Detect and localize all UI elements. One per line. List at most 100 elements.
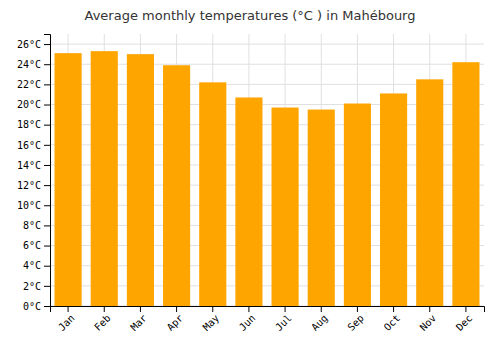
- tick: 26°C: [17, 39, 50, 50]
- tick-mark: [285, 306, 286, 312]
- tick-label: Aug: [309, 312, 330, 333]
- bar: [127, 54, 154, 306]
- tick-mark: [44, 246, 50, 247]
- bar: [380, 93, 407, 306]
- tick: Jan: [56, 306, 77, 333]
- tick: 16°C: [17, 140, 50, 151]
- bar: [199, 82, 226, 306]
- tick: 18°C: [17, 119, 50, 130]
- tick: Oct: [382, 306, 403, 333]
- tick: 22°C: [17, 79, 50, 90]
- grid: [50, 34, 484, 306]
- tick: 8°C: [23, 220, 50, 231]
- tick-label: Oct: [382, 312, 403, 333]
- tick: 20°C: [17, 99, 50, 110]
- tick: 0°C: [23, 301, 50, 312]
- tick: Nov: [418, 306, 439, 333]
- tick: 2°C: [23, 281, 50, 292]
- tick: Feb: [92, 306, 113, 333]
- tick-label: 26°C: [17, 39, 41, 50]
- tick-label: Jul: [273, 312, 294, 333]
- bars: [55, 51, 480, 306]
- tick-label: May: [201, 312, 222, 333]
- tick-mark: [176, 306, 177, 312]
- tick-mark: [44, 44, 50, 45]
- chart: Average monthly temperatures (°C ) in Ma…: [0, 0, 500, 350]
- title: Average monthly temperatures (°C ) in Ma…: [85, 8, 416, 23]
- bar: [163, 65, 190, 306]
- tick-mark: [44, 64, 50, 65]
- axis-line: [51, 307, 485, 313]
- bar: [235, 97, 262, 306]
- tick: 24°C: [17, 59, 50, 70]
- tick-label: 8°C: [23, 220, 41, 231]
- grid-line: [50, 44, 484, 45]
- bar: [272, 108, 299, 306]
- bar: [344, 104, 371, 306]
- bar: [416, 79, 443, 306]
- tick-label: 6°C: [23, 240, 41, 251]
- bar: [55, 53, 82, 306]
- tick-mark: [44, 165, 50, 166]
- tick: 4°C: [23, 260, 50, 271]
- tick-label: Feb: [92, 312, 113, 333]
- tick: 6°C: [23, 240, 50, 251]
- tick-label: Jan: [56, 312, 77, 333]
- tick-label: Apr: [165, 312, 186, 333]
- tick-mark: [393, 306, 394, 312]
- tick-mark: [357, 306, 358, 312]
- tick-mark: [104, 306, 105, 312]
- tick-mark: [44, 286, 50, 287]
- tick-label: 20°C: [17, 99, 41, 110]
- tick-mark: [429, 306, 430, 312]
- tick-label: 4°C: [23, 260, 41, 271]
- tick-label: Jun: [237, 312, 258, 333]
- tick-mark: [465, 306, 466, 312]
- tick-label: 14°C: [17, 160, 41, 171]
- tick-label: Dec: [454, 312, 475, 333]
- tick-mark: [44, 105, 50, 106]
- tick-mark: [212, 306, 213, 312]
- bar: [308, 110, 335, 306]
- tick-label: Nov: [418, 312, 439, 333]
- x-axis: Jan Feb Mar Apr May Jun Jul Aug Sep Oct Nov Dec: [51, 306, 485, 333]
- tick: 14°C: [17, 160, 50, 171]
- tick-mark: [140, 306, 141, 312]
- tick-mark: [44, 185, 50, 186]
- tick: Sep: [345, 306, 366, 333]
- tick: Dec: [454, 306, 475, 333]
- tick-label: 0°C: [23, 301, 41, 312]
- tick-mark: [68, 306, 69, 312]
- tick-mark: [44, 266, 50, 267]
- tick-mark: [44, 125, 50, 126]
- tick: Jun: [237, 306, 258, 333]
- tick: 10°C: [17, 200, 50, 211]
- tick-mark: [44, 306, 50, 307]
- tick-mark: [44, 205, 50, 206]
- bar: [91, 51, 118, 306]
- tick-mark: [321, 306, 322, 312]
- tick-label: 24°C: [17, 59, 41, 70]
- tick-mark: [44, 84, 50, 85]
- bar: [452, 62, 479, 306]
- tick-label: 16°C: [17, 140, 41, 151]
- tick-mark: [44, 225, 50, 226]
- tick-label: 10°C: [17, 200, 41, 211]
- tick-label: 12°C: [17, 180, 41, 191]
- tick: May: [201, 306, 222, 333]
- y-axis: 0°C 2°C 4°C 6°C 8°C 10°C 12°C 14°C 16°C 18°C 20°C 2…: [17, 35, 51, 312]
- tick: Apr: [165, 306, 186, 333]
- tick-label: Mar: [128, 312, 149, 333]
- tick-label: 22°C: [17, 79, 41, 90]
- tick-label: 18°C: [17, 119, 41, 130]
- axis-line: [44, 35, 51, 307]
- plot: 0°C 2°C 4°C 6°C 8°C 10°C 12°C 14°C 16°C 18°C 20°C 2…: [17, 34, 485, 333]
- tick-mark: [248, 306, 249, 312]
- tick: Mar: [128, 306, 149, 333]
- tick: Jul: [273, 306, 294, 333]
- tick: Aug: [309, 306, 330, 333]
- tick: 12°C: [17, 180, 50, 191]
- tick-label: Sep: [345, 312, 366, 333]
- tick-label: 2°C: [23, 281, 41, 292]
- tick-mark: [44, 145, 50, 146]
